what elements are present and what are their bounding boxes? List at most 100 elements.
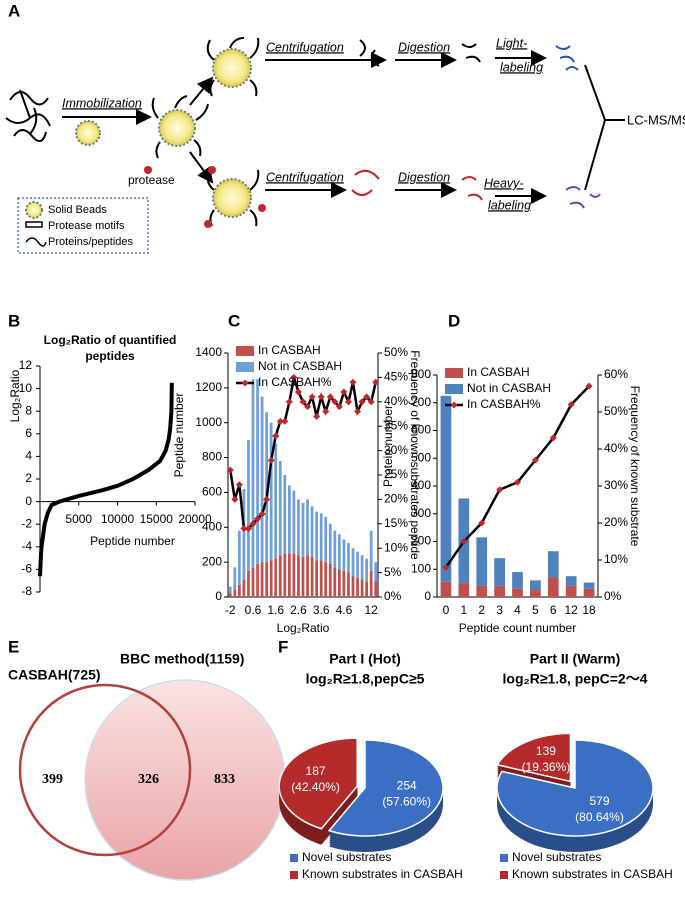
bar — [292, 553, 296, 597]
bar — [301, 556, 305, 597]
legend-swatch — [236, 362, 254, 372]
bar — [583, 582, 595, 589]
venn-set — [18, 683, 192, 857]
legend-marker — [241, 379, 249, 387]
bar — [512, 572, 523, 589]
pie-percent-label: (80.64%) — [575, 810, 624, 824]
bar — [565, 585, 577, 597]
bar — [265, 562, 268, 597]
bar — [269, 422, 273, 561]
venn-set-label: CASBAH(725) — [8, 667, 101, 683]
workflow-diagram — [5, 37, 625, 254]
x-tick-label: 3.6 — [313, 603, 330, 617]
legend-label: In CASBAH% — [467, 397, 541, 411]
bar — [233, 567, 237, 591]
bar — [476, 585, 488, 597]
bar — [494, 585, 505, 597]
percent-marker — [254, 515, 262, 523]
bar — [324, 562, 328, 597]
bead-strands — [206, 169, 260, 227]
y-tick-label: 8 — [25, 403, 32, 417]
percent-marker — [304, 403, 312, 411]
x-axis-label: Peptide number — [90, 534, 175, 548]
bar — [274, 558, 278, 597]
pie-value-label: 254 — [397, 778, 417, 792]
bar — [565, 576, 577, 586]
step-label: labeling — [500, 60, 543, 74]
y2-tick-label: 20% — [384, 492, 408, 506]
x-tick-label: 0 — [443, 603, 450, 617]
percent-marker — [235, 481, 243, 489]
light-peptides — [555, 45, 579, 71]
step-label: Immobilization — [62, 96, 142, 110]
percent-marker — [344, 398, 352, 406]
percent-marker — [285, 398, 293, 406]
y-tick-label: 800 — [202, 450, 222, 464]
percent-marker — [354, 408, 362, 416]
y-tick-label: 400 — [411, 478, 431, 492]
chart-title-box: Log₂Ratio of quantified peptides — [44, 333, 177, 363]
y-tick-label: 1200 — [195, 380, 222, 394]
x-tick-label: 10000 — [101, 512, 135, 526]
y-tick-label: 0 — [215, 589, 222, 603]
protein-strands — [5, 89, 51, 143]
venn-count: 833 — [214, 772, 235, 787]
bead — [212, 48, 252, 88]
y2-tick-label: 40% — [604, 441, 628, 455]
x-tick-label: 12 — [564, 603, 578, 617]
x-tick-label: 4 — [514, 603, 521, 617]
pie-percent-label: (19.36%) — [522, 760, 571, 774]
bar — [365, 558, 368, 582]
legend-marker — [450, 401, 458, 409]
x-tick-label: -2 — [225, 603, 236, 617]
legend-label: In CASBAH — [467, 365, 530, 379]
percent-marker — [267, 456, 275, 464]
percent-marker — [567, 401, 575, 409]
percent-marker — [294, 388, 302, 396]
y-tick-label: 200 — [202, 554, 222, 568]
x-tick-label: 2 — [478, 603, 485, 617]
venn-set-label: BBC method(1159) — [120, 651, 244, 667]
y-tick-label: 500 — [411, 450, 431, 464]
percent-marker — [226, 466, 234, 474]
y2-tick-label: 50% — [604, 404, 628, 418]
bar — [292, 490, 296, 554]
bar — [283, 553, 287, 597]
bar — [440, 395, 452, 582]
bar — [365, 581, 368, 597]
bar — [530, 580, 541, 591]
y2-tick-label: 0% — [604, 589, 622, 603]
legend-swatch — [236, 346, 254, 356]
y-tick-label: 400 — [202, 519, 222, 533]
bar — [242, 579, 246, 597]
y-tick-label: 200 — [411, 534, 431, 548]
bar — [256, 379, 259, 564]
bar — [283, 475, 287, 554]
legend-label: Known substrates in CASBAH — [512, 867, 673, 881]
bar — [278, 461, 282, 556]
bar — [324, 516, 328, 563]
bar — [374, 562, 378, 582]
percent-marker — [244, 525, 252, 533]
y-axis-label: Log₂Ratio — [8, 369, 22, 422]
bar — [328, 563, 332, 597]
bar — [333, 567, 337, 597]
legend-label: In CASBAH% — [258, 375, 332, 389]
x-tick-label: 18 — [582, 603, 596, 617]
legend-box — [17, 197, 149, 254]
y-tick-label: 100 — [411, 561, 431, 575]
legend-label: In CASBAH — [258, 343, 321, 357]
bar — [301, 502, 305, 557]
percent-marker — [317, 393, 325, 401]
digested-peptides — [359, 39, 481, 67]
bar — [530, 590, 541, 597]
bar — [328, 523, 332, 564]
venn-count: 326 — [138, 772, 159, 787]
percent-marker — [281, 417, 289, 425]
panel-label: E — [8, 637, 19, 656]
bar — [356, 551, 359, 578]
bar — [440, 581, 452, 597]
bar — [315, 511, 318, 561]
y2-tick-label: 20% — [604, 515, 628, 529]
y2-tick-label: 60% — [604, 367, 628, 381]
